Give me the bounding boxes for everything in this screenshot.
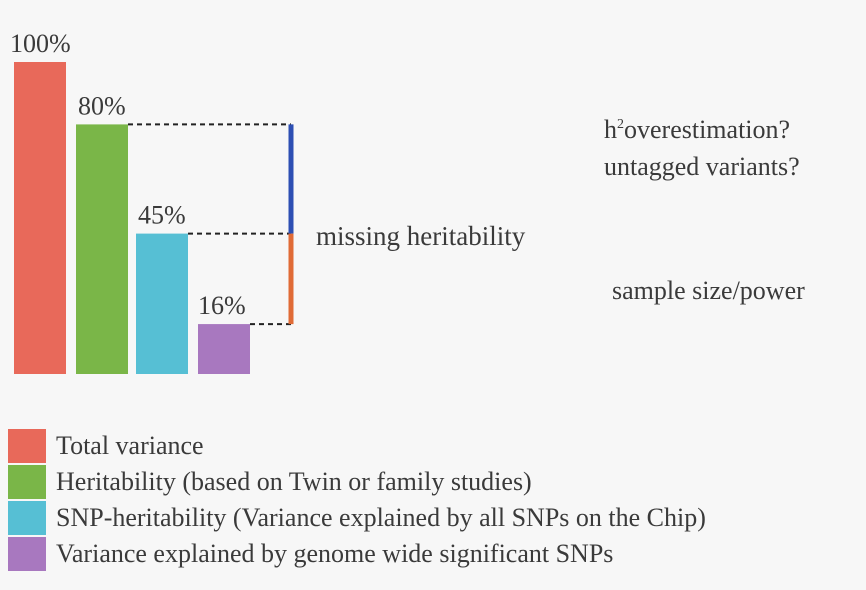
legend-item-4: Variance explained by genome wide signif… bbox=[8, 536, 706, 572]
legend-swatch bbox=[8, 429, 46, 463]
legend-label: Total variance bbox=[56, 431, 204, 460]
legend-label: SNP-heritability (Variance explained by … bbox=[56, 503, 706, 532]
legend-swatch bbox=[8, 501, 46, 535]
legend-label: Variance explained by genome wide signif… bbox=[56, 539, 614, 568]
bar-value-label-3: 45% bbox=[138, 201, 186, 230]
bar-3 bbox=[136, 233, 188, 374]
legend: Total variance Heritability (based on Twi… bbox=[8, 428, 706, 572]
bar-1 bbox=[14, 62, 66, 374]
legend-swatch bbox=[8, 465, 46, 499]
bar-2 bbox=[76, 124, 128, 375]
legend-swatch bbox=[8, 537, 46, 571]
variance-bar-chart: 100% 80% 45% 16% missing heritability h2ove… bbox=[10, 29, 805, 375]
bar-value-label-2: 80% bbox=[78, 91, 126, 120]
legend-item-2: Heritability (based on Twin or family st… bbox=[8, 464, 706, 500]
bar-4 bbox=[198, 324, 250, 374]
bar-value-label-1: 100% bbox=[10, 29, 71, 58]
legend-item-1: Total variance bbox=[8, 428, 706, 464]
reason-h2-overestimation: h2overestimation? bbox=[604, 115, 790, 144]
reason-sample-size: sample size/power bbox=[612, 276, 805, 305]
legend-label: Heritability (based on Twin or family st… bbox=[56, 467, 532, 496]
reason-untagged-variants: untagged variants? bbox=[604, 152, 800, 181]
legend-item-3: SNP-heritability (Variance explained by … bbox=[8, 500, 706, 536]
missing-heritability-label: missing heritability bbox=[316, 221, 526, 251]
bar-value-label-4: 16% bbox=[198, 291, 246, 320]
